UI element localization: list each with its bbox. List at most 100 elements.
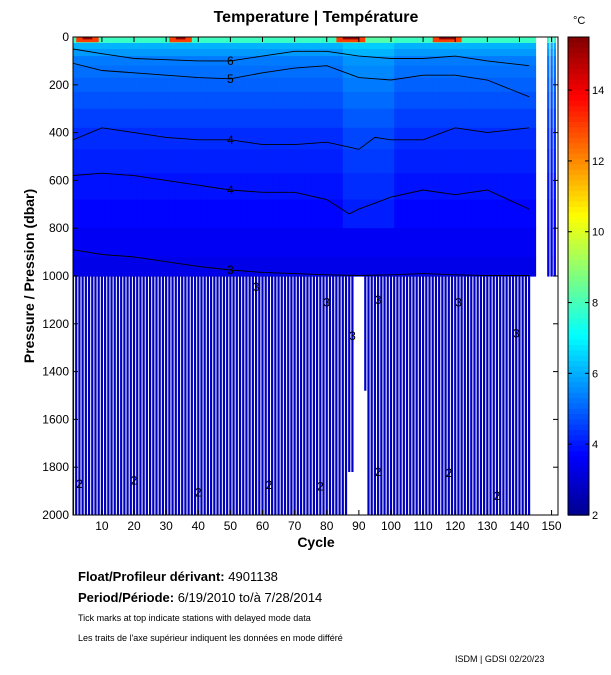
plot-area: 6 5 4 4 3 3 3 3 3 3 3 2 2 2 2 2 2 2 2 (73, 37, 556, 515)
x-tick-label: 70 (288, 519, 302, 533)
heatmap-cell (278, 108, 286, 129)
heatmap-cell (368, 149, 376, 174)
heatmap-cell (426, 48, 434, 57)
heatmap-cell (105, 256, 113, 277)
heatmap-cell (400, 56, 408, 67)
contour-line (73, 249, 530, 276)
heatmap-cell (265, 42, 273, 50)
heatmap-cell (400, 149, 408, 174)
heatmap-cell (272, 149, 280, 174)
heatmap-cell (265, 39, 273, 44)
profile-stripe (254, 276, 258, 515)
heatmap-cell (439, 77, 447, 93)
colorbar-tick-label: 2 (592, 510, 598, 522)
heatmap-cell (175, 77, 183, 93)
profile-stripe (524, 276, 527, 515)
heatmap-cell (182, 149, 190, 174)
heatmap-cell (284, 48, 293, 57)
heatmap-cell (323, 77, 331, 93)
profile-stripe (123, 276, 126, 515)
heatmap-cell (304, 256, 312, 277)
heatmap-cell (509, 199, 517, 229)
profile-stripe (271, 276, 274, 515)
heatmap-cell (111, 173, 119, 201)
heatmap-cell (439, 37, 456, 40)
heatmap-cell (272, 127, 280, 150)
colorbar-segment (568, 217, 589, 224)
colorbar-segment (568, 493, 589, 500)
heatmap-cell (355, 149, 363, 174)
heatmap-cell (529, 228, 537, 258)
heatmap-cell (413, 48, 421, 57)
heatmap-cell (452, 199, 460, 229)
profile-stripe (104, 276, 107, 515)
contour-label: 3 (375, 293, 382, 307)
heatmap-cell (220, 65, 228, 79)
heatmap-cell (182, 173, 190, 201)
heatmap-cell (227, 149, 235, 174)
heatmap-cell (162, 256, 170, 277)
heatmap-cell (143, 199, 151, 229)
heatmap-cell (143, 149, 151, 174)
heatmap-cell (400, 77, 408, 93)
heatmap-cell (265, 56, 273, 67)
heatmap-cell (201, 42, 209, 50)
profile-stripe (264, 276, 267, 515)
heatmap-cell (368, 37, 376, 40)
colorbar-segment (568, 196, 589, 203)
heatmap-cell (342, 77, 350, 93)
heatmap-cell (471, 39, 479, 44)
heatmap-cell (522, 91, 530, 110)
heatmap-cell (252, 108, 260, 129)
heatmap-cell (240, 56, 248, 67)
heatmap-cell (336, 108, 344, 129)
heatmap-cell (188, 39, 196, 44)
profile-stripe (428, 276, 431, 515)
profile-stripe (287, 276, 290, 515)
colorbar-tick-label: 12 (592, 156, 604, 168)
heatmap-cell (413, 173, 421, 201)
profile-stripe (229, 276, 232, 515)
heatmap-cell (304, 77, 312, 93)
heatmap-cell (233, 228, 241, 258)
heatmap-cell (304, 37, 312, 40)
heatmap-cell (130, 108, 138, 129)
heatmap-cell (419, 77, 427, 93)
profile-stripe (91, 276, 94, 515)
profile-stripe (200, 276, 203, 515)
heatmap-cell (419, 65, 427, 79)
heatmap-cell (143, 39, 151, 44)
profile-stripe (409, 276, 412, 515)
heatmap-cell (188, 173, 196, 201)
heatmap-cell (329, 48, 337, 57)
heatmap-cell (207, 42, 215, 50)
heatmap-cell (413, 42, 421, 50)
heatmap-cell (105, 173, 113, 201)
heatmap-cell (452, 149, 460, 174)
heatmap-cell (349, 77, 357, 93)
colorbar-segment (568, 430, 589, 437)
heatmap-cell (98, 91, 106, 110)
heatmap-cell (272, 77, 280, 93)
heatmap-cell (509, 37, 517, 40)
heatmap-cell (265, 127, 273, 150)
heatmap-cell (362, 149, 370, 174)
heatmap-cell (426, 77, 434, 93)
heatmap-cell (130, 127, 138, 150)
heatmap-cell (182, 91, 190, 110)
heatmap-cell (368, 42, 376, 50)
heatmap-cell (150, 173, 158, 201)
heatmap-cell (143, 48, 151, 57)
heatmap-cell (201, 77, 209, 93)
heatmap-cell (317, 149, 325, 174)
heatmap-cell (188, 48, 196, 57)
heatmap-cell (85, 56, 93, 67)
heatmap-cell (233, 48, 241, 57)
heatmap-cell (233, 65, 241, 79)
colorbar-segment (568, 451, 589, 458)
heatmap-cell (79, 149, 87, 174)
heatmap-cell (407, 127, 415, 150)
heatmap-cell (195, 228, 203, 258)
x-tick-label: 140 (509, 519, 529, 533)
heatmap-cell (445, 199, 453, 229)
